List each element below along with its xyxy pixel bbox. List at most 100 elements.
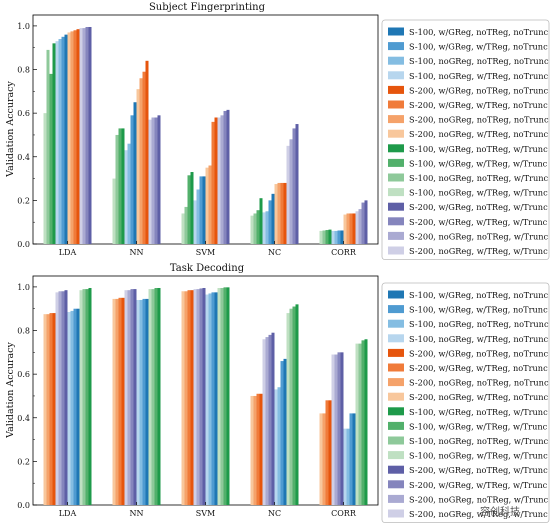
legend-label: S-100, w/GReg, w/TReg, noTrunc (409, 305, 548, 315)
legend: S-100, w/GReg, noTReg, noTrunc S-100, w/G… (381, 19, 550, 261)
bar (67, 311, 71, 505)
legend-swatch (388, 305, 404, 314)
bar (274, 389, 278, 505)
bar (253, 395, 257, 505)
legend-swatch (388, 115, 404, 124)
bar (289, 308, 293, 505)
bar (88, 26, 92, 244)
bar (277, 387, 281, 505)
legend-label: S-100, noGReg, w/TReg, w/Trunc (409, 451, 548, 461)
legend-swatch (388, 173, 404, 182)
legend-label: S-200, w/GReg, noTReg, noTrunc (409, 85, 549, 95)
bar (331, 230, 335, 244)
bar (184, 206, 188, 244)
y-axis-label: Validation Accuracy (5, 342, 16, 439)
y-tick-label: 0.8 (17, 327, 30, 336)
bar (325, 230, 329, 244)
bar (292, 306, 296, 505)
legend-swatch (388, 363, 404, 372)
x-tick-label: SVM (196, 248, 215, 257)
legend-label: S-200, noGReg, noTReg, noTrunc (409, 378, 549, 388)
bar (145, 298, 149, 505)
bar (157, 115, 161, 244)
bar (79, 28, 83, 245)
legend-label: S-200, w/GReg, w/TReg, noTrunc (409, 100, 548, 110)
bars (43, 26, 368, 245)
y-tick-label: 0.6 (17, 370, 30, 379)
bar (202, 287, 206, 505)
legend-label: S-100, w/GReg, w/TReg, noTrunc (409, 42, 548, 52)
y-axis: 0.0 0.2 0.4 0.6 0.8 1.0 (17, 22, 37, 249)
bar (217, 117, 221, 244)
bar (292, 128, 296, 244)
legend-label: S-100, noGReg, noTReg, w/Trunc (409, 173, 549, 183)
legend-label: S-100, w/GReg, noTReg, noTrunc (409, 27, 549, 37)
bar (328, 400, 332, 505)
bar (52, 43, 56, 244)
bar (280, 361, 284, 505)
bar (46, 314, 50, 505)
bar (205, 294, 209, 505)
bar (49, 73, 53, 244)
bar (181, 213, 185, 244)
bar (124, 290, 128, 505)
bar (262, 212, 266, 244)
bar (130, 115, 134, 244)
bar (118, 128, 122, 244)
bar (256, 210, 260, 244)
bar (190, 172, 194, 244)
bar (208, 165, 212, 244)
legend-swatch (388, 129, 404, 138)
bar (271, 193, 275, 244)
bar (283, 182, 287, 244)
bar (352, 413, 356, 505)
bar (121, 297, 125, 505)
legend-label: S-200, w/GReg, w/TReg, noTrunc (409, 363, 548, 373)
y-tick-label: 0.0 (17, 240, 30, 249)
legend-label: S-100, w/GReg, noTReg, w/Trunc (409, 407, 548, 417)
bar (259, 198, 263, 244)
legend-swatch (388, 436, 404, 445)
bar (340, 230, 344, 244)
bar (121, 128, 125, 244)
bar (187, 290, 191, 505)
bar (49, 313, 53, 505)
x-tick-label: NN (130, 248, 144, 257)
legend-swatch (388, 494, 404, 503)
chart-title: Subject Fingerprinting (149, 2, 266, 13)
bar (265, 337, 269, 505)
bar (73, 308, 77, 505)
bar (181, 291, 185, 505)
bar (355, 211, 359, 244)
x-axis: LDA NN SVM NC CORR (59, 502, 357, 518)
legend-label: S-100, noGReg, w/TReg, noTrunc (409, 71, 549, 81)
bar (112, 178, 116, 244)
legend-label: S-200, noGReg, w/TReg, noTrunc (409, 129, 549, 139)
bar (280, 182, 284, 244)
bar (358, 343, 362, 505)
bar (43, 314, 47, 505)
bar (55, 41, 59, 244)
x-tick-label: NC (268, 509, 281, 518)
y-tick-label: 0.8 (17, 66, 30, 75)
legend-swatch (388, 509, 404, 518)
bar (226, 109, 230, 244)
bar (133, 102, 137, 244)
legend-swatch (388, 246, 404, 255)
bar (145, 60, 149, 244)
legend-label: S-200, w/GReg, noTReg, noTrunc (409, 348, 549, 358)
bar (202, 176, 206, 244)
bar (82, 289, 86, 505)
bar (286, 313, 290, 505)
legend-swatch (388, 202, 404, 211)
bar (217, 287, 221, 505)
legend-swatch (388, 100, 404, 109)
bar (154, 117, 158, 244)
legend-swatch (388, 421, 404, 430)
x-tick-label: CORR (331, 509, 357, 518)
legend-swatch (388, 392, 404, 401)
bar (211, 292, 215, 505)
bar (328, 229, 332, 244)
bar (199, 176, 203, 244)
bar (364, 339, 368, 505)
